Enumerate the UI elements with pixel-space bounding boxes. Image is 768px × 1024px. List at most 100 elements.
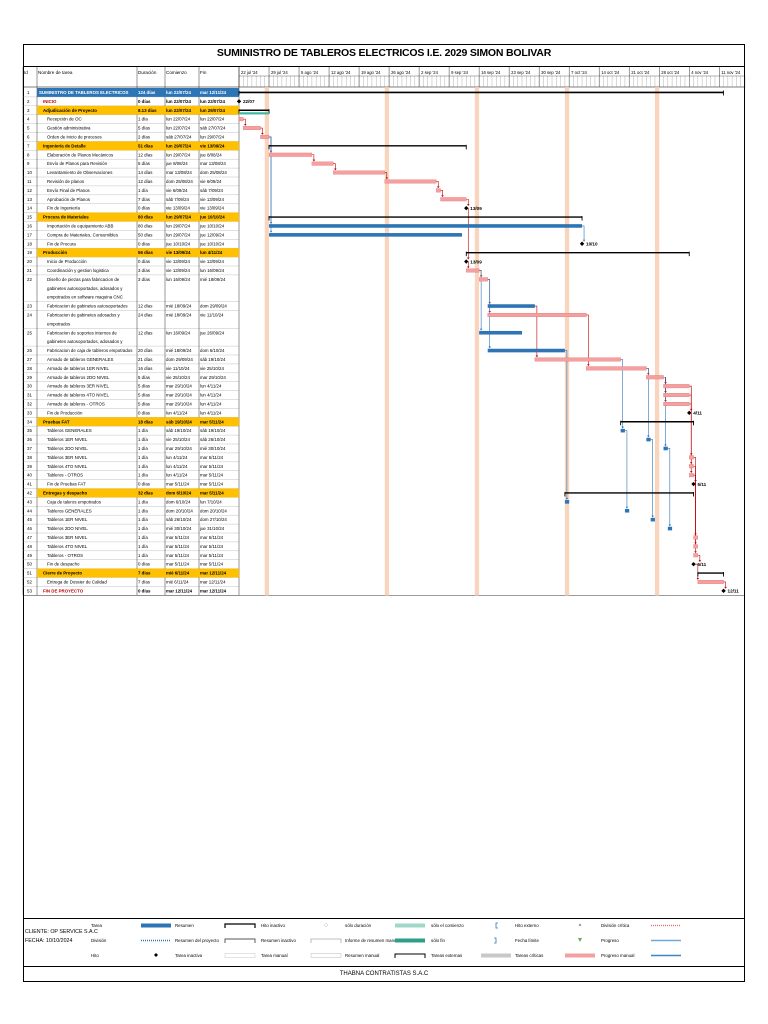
task-id: 40 xyxy=(27,473,32,478)
manual-task-bar xyxy=(689,455,694,460)
task-duration: 7 días xyxy=(138,580,151,585)
task-start: mar 5/11/24 xyxy=(166,535,190,540)
task-name: Aprobación de Planos xyxy=(47,197,91,202)
summary-row-fill xyxy=(37,105,239,115)
task-finish: dom 25/08/24 xyxy=(200,170,227,175)
task-id: 14 xyxy=(27,206,32,211)
task-start: vie 13/09/24 xyxy=(166,259,190,264)
dependency-link xyxy=(646,368,649,437)
task-finish: dom 27/10/24 xyxy=(200,517,227,522)
legend-task xyxy=(141,923,171,928)
link-arrow xyxy=(664,444,667,447)
task-start: mié 6/11/24 xyxy=(166,571,190,576)
task-duration: 1 día xyxy=(138,188,148,193)
footer-company: THABNA CONTRATISTAS S.A.C xyxy=(23,966,745,983)
link-arrow xyxy=(668,524,672,527)
task-start: vie 6/09/24 xyxy=(166,188,188,193)
dependency-link xyxy=(466,207,469,259)
task-finish: sáb 19/10/24 xyxy=(200,357,226,362)
task-finish: lun 29/07/24 xyxy=(200,135,225,140)
task-duration: 12 días xyxy=(138,330,153,335)
task-name: Armado de tableros 3ER NIVEL xyxy=(47,384,110,389)
task-name: Pruebas FAT xyxy=(43,419,70,424)
milestone-marker xyxy=(691,481,696,487)
task-start: lun 29/07/24 xyxy=(166,143,191,148)
task-duration: 124 días xyxy=(138,90,156,95)
task-duration: 1 día xyxy=(138,535,148,540)
task-start: vie 25/10/24 xyxy=(166,437,190,442)
timescale-label: 11 nov '24 xyxy=(721,70,741,75)
task-start: dom 20/10/24 xyxy=(166,508,193,513)
timescale-label: 19 ago '24 xyxy=(361,70,381,75)
legend-label: Hito externo xyxy=(515,923,539,928)
task-duration: 0 días xyxy=(138,241,151,246)
task-start: mar 5/11/24 xyxy=(166,562,190,567)
task-bar xyxy=(667,526,673,531)
timescale-label: 26 ago '24 xyxy=(391,70,411,75)
task-id: 24 xyxy=(27,313,32,318)
task-name: Caja de taleros empotrados xyxy=(47,499,102,504)
legend-label: Informe de resumen manual xyxy=(345,938,400,943)
task-duration: 1 día xyxy=(138,544,148,549)
task-id: 12 xyxy=(27,188,32,193)
task-finish: vie 13/09/24 xyxy=(200,206,224,211)
task-finish: mar 12/11/24 xyxy=(200,571,227,576)
manual-task-bar xyxy=(693,544,698,549)
task-name: Tableros 4TO NIVEL xyxy=(47,464,88,469)
task-id: 9 xyxy=(27,161,30,166)
timescale-label: 14 oct '24 xyxy=(601,70,620,75)
dependency-link xyxy=(650,439,653,518)
manual-task-bar xyxy=(440,197,467,202)
dependency-link xyxy=(384,172,388,179)
task-duration: 1 día xyxy=(138,517,148,522)
task-start: mié 18/09/24 xyxy=(166,348,192,353)
link-arrow xyxy=(261,132,264,135)
task-start: mar 12/11/24 xyxy=(166,588,193,593)
task-start: lun 22/07/24 xyxy=(166,108,191,113)
task-id: 45 xyxy=(27,517,32,522)
task-duration: 7 días xyxy=(138,197,151,202)
dependency-link xyxy=(333,163,336,170)
timescale-label: 5 ago '24 xyxy=(301,70,319,75)
task-start: mié 18/09/24 xyxy=(166,313,192,318)
legend-label: sólo el comienzo xyxy=(431,923,464,928)
task-duration: 1 día xyxy=(138,508,148,513)
summary-row-fill xyxy=(37,212,239,222)
task-id: 33 xyxy=(27,410,32,415)
manual-task-bar xyxy=(243,126,261,130)
dependency-link xyxy=(667,448,671,526)
dependency-link xyxy=(586,314,589,366)
task-name: Envío de Planos para Revisión xyxy=(47,161,108,166)
task-name: Tableros 3ER NIVEL xyxy=(47,455,88,460)
task-finish: mar 5/11/24 xyxy=(200,562,224,567)
task-id: 21 xyxy=(27,268,32,273)
dependency-link xyxy=(624,430,628,509)
task-bar xyxy=(479,330,523,335)
task-finish: mar 5/11/24 xyxy=(200,455,224,460)
milestone-label: 5/11 xyxy=(698,482,707,487)
dependency-link xyxy=(311,154,315,162)
task-name: Tableros - OTROS xyxy=(47,473,83,478)
task-duration: 1 día xyxy=(138,446,148,451)
task-finish: vie 6/09/24 xyxy=(200,179,222,184)
timescale-label: 7 oct '24 xyxy=(571,70,587,75)
task-bar xyxy=(650,517,655,522)
timescale-label: 12 ago '24 xyxy=(331,70,351,75)
task-bar xyxy=(624,508,630,513)
task-name: gabinetes autosoportados, adosados y xyxy=(47,339,123,344)
task-duration: 80 días xyxy=(138,215,153,220)
task-name: Armado de tableros 2DO NIVEL xyxy=(47,375,110,380)
task-start: mié 18/09/24 xyxy=(166,304,192,309)
dependency-link xyxy=(564,350,568,500)
task-duration: 8.13 días xyxy=(138,108,157,113)
task-finish: sáb 27/07/24 xyxy=(200,126,226,131)
task-name: Elaboración de Planos Mecánicos xyxy=(47,152,114,157)
task-duration: 1 día xyxy=(138,499,148,504)
task-name: Tableros 3ER NIVEL xyxy=(47,535,88,540)
task-name: Armado de tableros - OTROS xyxy=(47,402,105,407)
task-id: 37 xyxy=(27,446,32,451)
task-id: 47 xyxy=(27,535,32,540)
task-name: Tableros 4TO NIVEL xyxy=(47,544,88,549)
task-finish: mar 13/08/24 xyxy=(200,161,226,166)
task-bar xyxy=(564,500,570,504)
